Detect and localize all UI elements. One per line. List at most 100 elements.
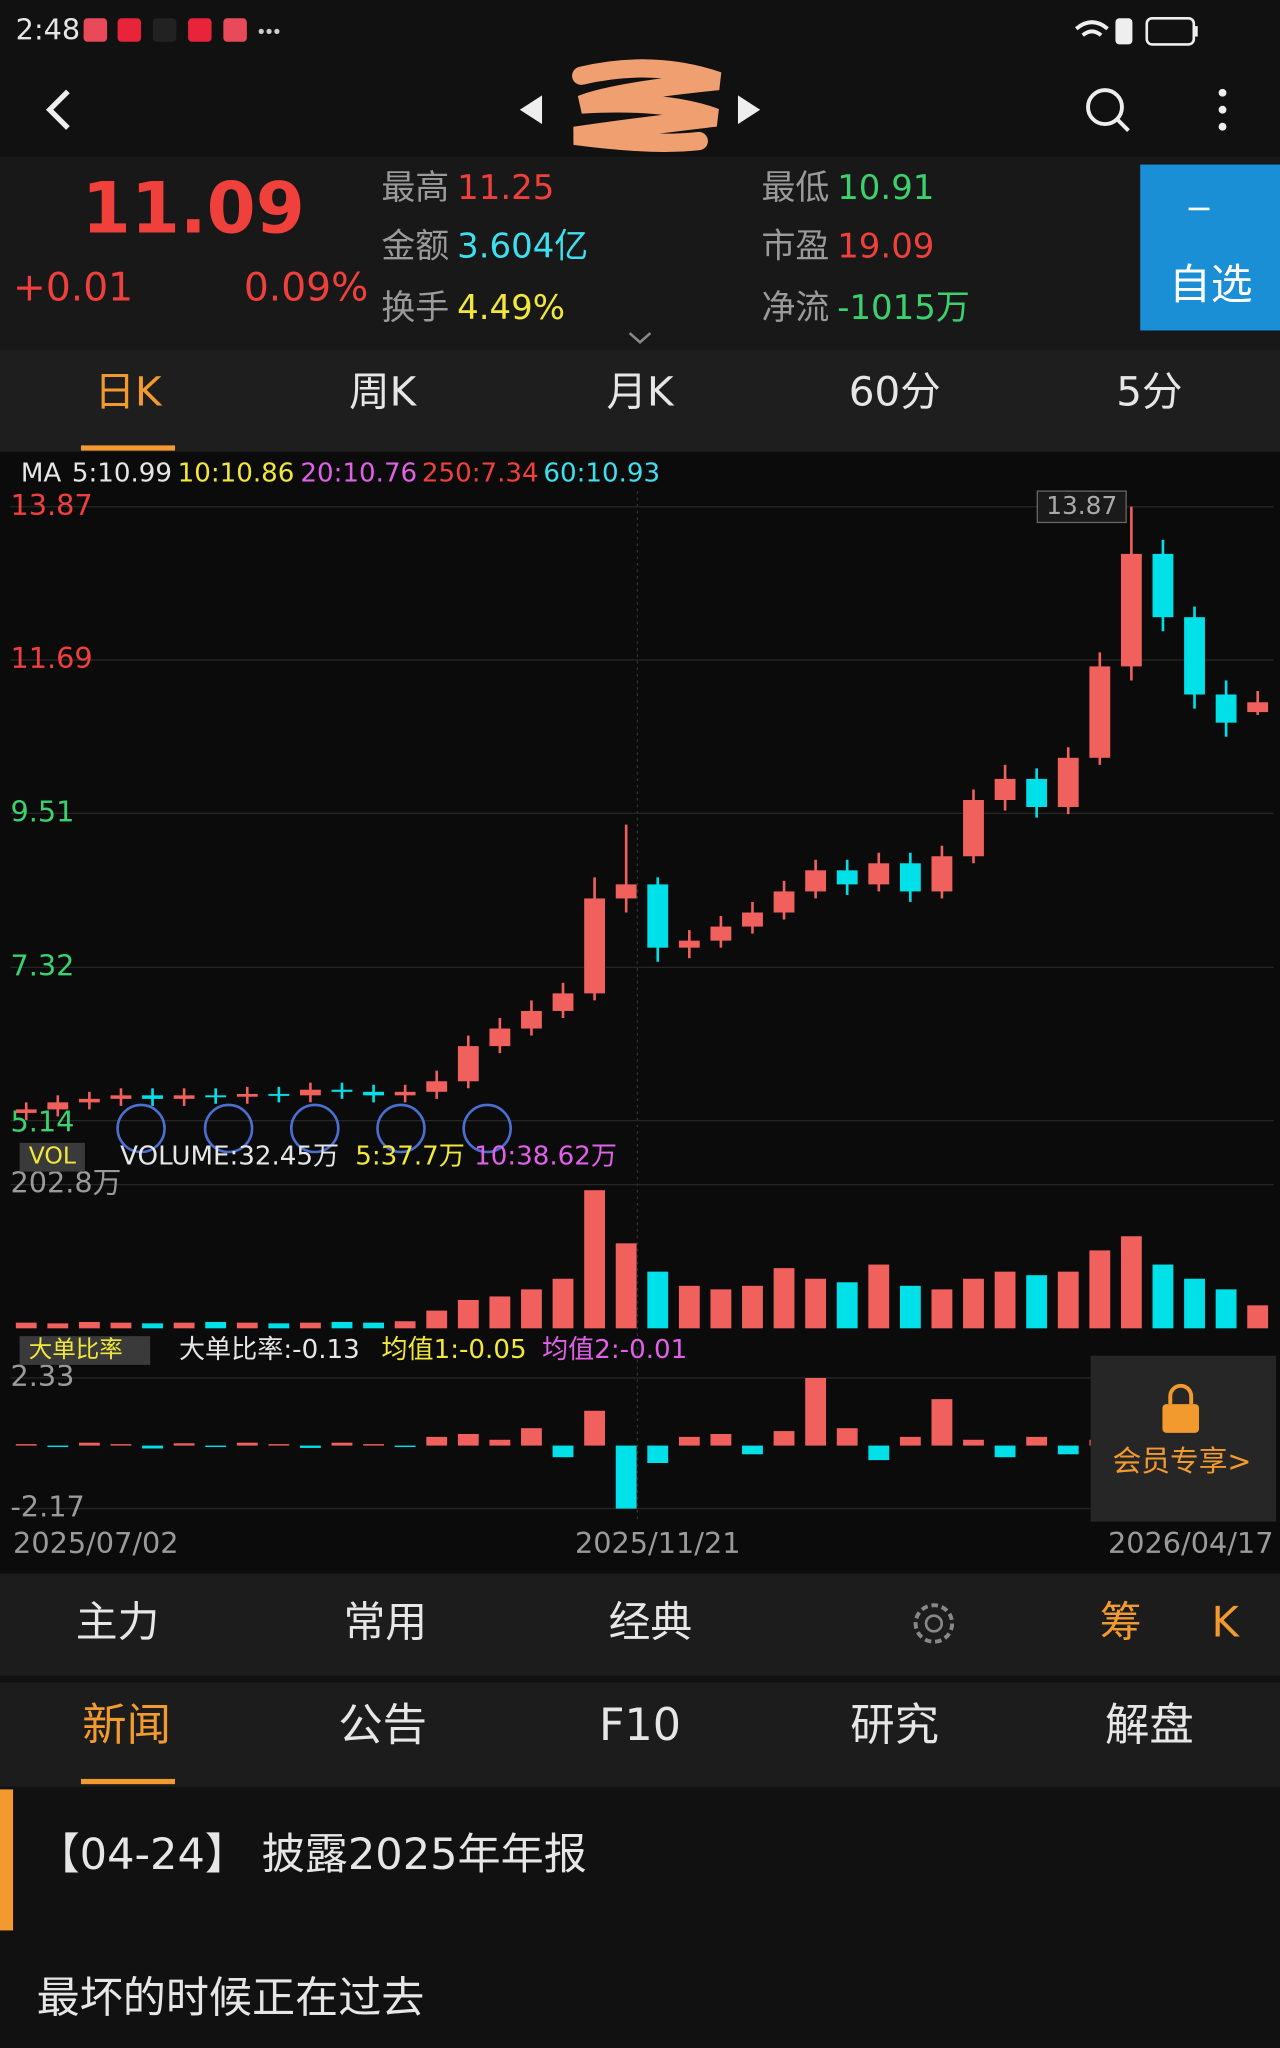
ratio-bar bbox=[868, 1445, 890, 1461]
toolbar-item[interactable]: K bbox=[1211, 1597, 1240, 1646]
value: 3.604亿 bbox=[457, 227, 588, 267]
news-item[interactable]: 最坏的时候正在过去 bbox=[37, 1973, 425, 2023]
toolbar-item[interactable]: 经典 bbox=[609, 1597, 693, 1646]
watch-label: 自选 bbox=[1169, 260, 1253, 309]
ratio-bar bbox=[963, 1439, 984, 1446]
ratio-avg: 均值1:-0.05 bbox=[381, 1335, 526, 1365]
candle-body bbox=[394, 1091, 416, 1096]
info-tab[interactable]: 公告 bbox=[338, 1700, 427, 1751]
candle-body bbox=[1184, 617, 1205, 695]
ratio-bar bbox=[457, 1433, 479, 1446]
info-tab[interactable]: F10 bbox=[599, 1700, 681, 1751]
change: +0.01 bbox=[13, 265, 133, 310]
value: 19.09 bbox=[837, 227, 934, 267]
zoom-in[interactable] bbox=[289, 1103, 340, 1154]
volume-bar bbox=[268, 1323, 290, 1329]
volume-bar bbox=[710, 1289, 732, 1329]
volume-bar bbox=[1089, 1250, 1111, 1329]
ma-value: 5:10.99 bbox=[72, 459, 172, 489]
watch-button[interactable]: 自选 bbox=[1140, 164, 1280, 331]
status-icons bbox=[83, 16, 1198, 46]
change-pct: 0.09% bbox=[244, 265, 368, 310]
news-marker bbox=[0, 1789, 14, 1931]
y-tick-label: -2.17 bbox=[10, 1490, 84, 1524]
ma-value: 250:7.34 bbox=[422, 459, 539, 489]
quote-panel bbox=[0, 156, 1280, 351]
status-time: 2:48 bbox=[16, 12, 81, 46]
value: 11.25 bbox=[457, 168, 554, 208]
volume-bar bbox=[1184, 1278, 1205, 1329]
candle-body bbox=[205, 1095, 227, 1098]
member-label: 会员专享> bbox=[1113, 1444, 1252, 1478]
pan-right[interactable] bbox=[203, 1103, 254, 1154]
ratio-bar bbox=[742, 1445, 763, 1455]
more-button[interactable] bbox=[1218, 88, 1227, 131]
info-tab[interactable]: 解盘 bbox=[1105, 1700, 1194, 1751]
x-tick-label: 2025/07/02 bbox=[13, 1526, 179, 1560]
candle-body bbox=[678, 940, 700, 948]
candle-body bbox=[173, 1095, 195, 1099]
volume-bar bbox=[521, 1289, 542, 1329]
next-stock[interactable] bbox=[737, 95, 761, 125]
volume-bar bbox=[805, 1278, 827, 1329]
volume-bar bbox=[299, 1322, 321, 1329]
toolbar-item[interactable]: 常用 bbox=[344, 1597, 428, 1646]
period-tab[interactable]: 5分 bbox=[1116, 367, 1182, 415]
zoom-out[interactable] bbox=[376, 1103, 426, 1154]
ratio-bar bbox=[552, 1445, 574, 1458]
info-tab[interactable]: 新闻 bbox=[82, 1700, 171, 1751]
ratio-tag[interactable] bbox=[19, 1336, 151, 1365]
period-tab[interactable]: 60分 bbox=[849, 367, 941, 415]
candle-body bbox=[489, 1028, 511, 1047]
volume-bar bbox=[1152, 1264, 1174, 1329]
search-button[interactable] bbox=[1086, 88, 1130, 132]
settings-button[interactable] bbox=[913, 1603, 955, 1644]
candle-body bbox=[1026, 778, 1048, 808]
back-button[interactable] bbox=[45, 89, 70, 130]
volume-bar bbox=[205, 1321, 227, 1329]
vol-value: VOLUME:32.45万 bbox=[120, 1142, 339, 1172]
volume-bar bbox=[773, 1268, 795, 1329]
volume-bar bbox=[15, 1322, 37, 1329]
ratio-bar bbox=[268, 1444, 290, 1446]
label: 换手 bbox=[381, 288, 449, 328]
volume-bar bbox=[552, 1278, 574, 1329]
label: 最高 bbox=[381, 168, 449, 208]
toolbar-item[interactable]: 主力 bbox=[76, 1597, 160, 1646]
info-tab[interactable]: 研究 bbox=[850, 1700, 939, 1751]
period-tab[interactable]: 周K bbox=[349, 367, 417, 415]
candle-body bbox=[142, 1095, 163, 1099]
vol-label: VOL bbox=[29, 1142, 76, 1170]
volume-bar bbox=[331, 1321, 353, 1329]
toolbar-item[interactable]: 筹 bbox=[1100, 1597, 1142, 1646]
volume-bar bbox=[836, 1282, 858, 1329]
ratio-bar bbox=[47, 1445, 69, 1448]
ratio-bar bbox=[899, 1436, 921, 1446]
news-item[interactable]: 【04-24】 披露2025年年报 bbox=[37, 1830, 587, 1880]
period-tab[interactable]: 日K bbox=[94, 367, 162, 415]
x-tick-label: 2026/04/17 bbox=[1108, 1526, 1274, 1560]
ratio-label: 大单比率 bbox=[29, 1335, 123, 1363]
candle-body bbox=[868, 863, 890, 885]
expand-arrow[interactable] bbox=[628, 332, 652, 344]
ratio-bar bbox=[994, 1445, 1016, 1458]
candle-body bbox=[299, 1089, 321, 1096]
candle-body bbox=[268, 1093, 290, 1096]
pan-left[interactable] bbox=[116, 1103, 166, 1154]
volume-bar bbox=[47, 1323, 69, 1329]
tab-indicator bbox=[80, 445, 176, 451]
vol-tag[interactable] bbox=[19, 1142, 85, 1172]
candle-body bbox=[1247, 702, 1269, 713]
candle-body bbox=[457, 1046, 479, 1082]
fullscreen[interactable] bbox=[462, 1103, 512, 1154]
member-panel[interactable] bbox=[1090, 1355, 1277, 1522]
ratio-bar bbox=[426, 1436, 448, 1446]
period-tab[interactable]: 月K bbox=[606, 367, 674, 415]
prev-stock[interactable] bbox=[519, 95, 543, 125]
volume-bar bbox=[678, 1285, 700, 1329]
ma-value: 60:10.93 bbox=[543, 459, 660, 489]
lock-shackle bbox=[1168, 1383, 1194, 1405]
x-tick-label: 2025/11/21 bbox=[575, 1526, 741, 1560]
info-tab-indicator bbox=[80, 1778, 176, 1785]
